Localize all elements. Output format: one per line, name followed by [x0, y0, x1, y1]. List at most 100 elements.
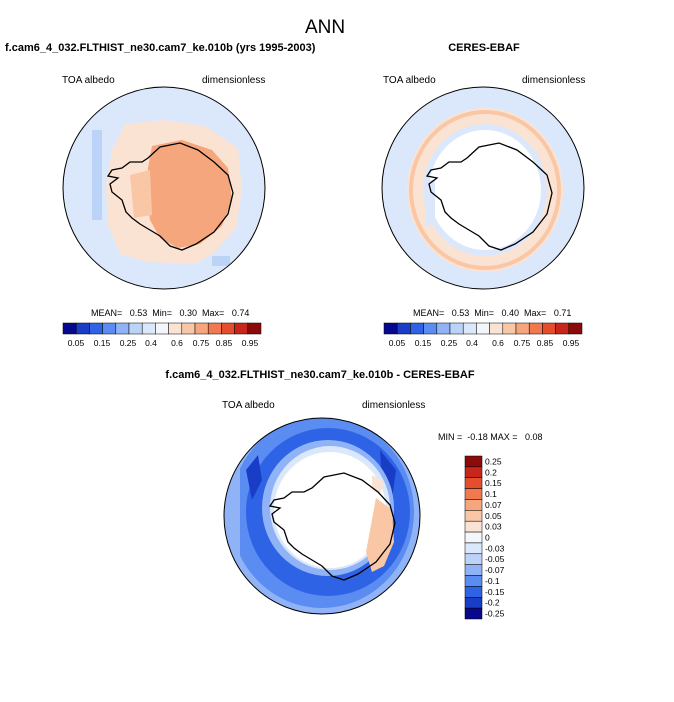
colorbar-swatch — [128, 322, 143, 335]
colorbar-swatch — [476, 322, 490, 335]
colorbar-label: 0.6 — [492, 338, 504, 348]
colorbar-swatch — [75, 322, 90, 335]
colorbar-swatch — [396, 322, 411, 335]
colorbar-swatch — [464, 466, 483, 478]
colorbar-swatch — [155, 322, 169, 335]
colorbar-labels: 0.05 0.15 0.25 0.4 0.6 0.75 0.85 0.95 — [389, 338, 580, 348]
colorbar-swatch — [234, 322, 249, 335]
colorbar-swatch — [464, 510, 483, 522]
colorbar-label: 0.05 — [485, 511, 502, 521]
map-diff — [223, 417, 421, 615]
colorbar-swatches — [464, 455, 483, 620]
colorbar-swatch — [115, 322, 130, 335]
colorbar-swatch — [462, 322, 477, 335]
colorbar-label: 0.15 — [94, 338, 111, 348]
colorbar-swatches — [383, 322, 583, 335]
colorbar-swatch — [102, 322, 117, 335]
colorbar-labels: 0.05 0.15 0.25 0.4 0.6 0.75 0.85 0.95 — [68, 338, 259, 348]
panel-stats: MEAN= 0.53 Min= 0.30 Max= 0.74 — [91, 308, 249, 318]
colorbar-swatch — [194, 322, 209, 335]
colorbar-swatch — [464, 597, 483, 609]
colorbar-swatch — [502, 322, 517, 335]
colorbar-label: -0.2 — [485, 598, 500, 608]
panel-left-label: TOA albedo — [62, 75, 115, 86]
colorbar-label: 0.4 — [466, 338, 478, 348]
colorbar-swatch — [181, 322, 196, 335]
colorbar-swatch — [89, 322, 103, 335]
antarctica-coastline — [268, 472, 396, 581]
colorbar-swatch — [410, 322, 424, 335]
colorbar-swatch — [464, 531, 483, 544]
colorbar-label: 0.2 — [485, 467, 497, 477]
colorbar-swatch — [542, 322, 556, 335]
colorbar-label: 0.15 — [415, 338, 432, 348]
panel-title: f.cam6_4_032.FLTHIST_ne30.cam7_ke.010b -… — [165, 369, 474, 381]
colorbar-swatch — [464, 455, 483, 468]
panel-left-label: TOA albedo — [383, 75, 436, 86]
panel-left-label: TOA albedo — [222, 400, 275, 411]
colorbar-swatch — [221, 322, 235, 335]
colorbar-swatch — [464, 488, 483, 500]
colorbar-swatch — [383, 322, 398, 335]
colorbar-label: -0.1 — [485, 576, 500, 586]
panel-title: f.cam6_4_032.FLTHIST_ne30.cam7_ke.010b (… — [5, 42, 316, 54]
colorbar-swatch — [464, 542, 483, 555]
colorbar-label: 0 — [485, 533, 490, 543]
colorbar-label: 0.4 — [145, 338, 157, 348]
colorbar-swatch — [141, 322, 156, 335]
antarctica-coastline — [425, 142, 553, 251]
colorbar-swatch — [515, 322, 530, 335]
colorbar-label: 0.6 — [171, 338, 183, 348]
colorbar-label: -0.07 — [485, 565, 505, 575]
panel-obs: CERES-EBAF TOA albedo dimensionless MEAN… — [381, 42, 585, 348]
colorbar-swatch — [568, 322, 583, 335]
colorbar-label: 0.15 — [485, 478, 502, 488]
colorbar-swatch — [207, 322, 222, 335]
colorbar-swatch — [464, 477, 483, 489]
colorbar-swatch — [62, 322, 77, 335]
panel-model: f.cam6_4_032.FLTHIST_ne30.cam7_ke.010b (… — [5, 42, 316, 348]
colorbar-label: 0.25 — [485, 456, 502, 466]
panel-units: dimensionless — [202, 75, 265, 86]
colorbar-label: 0.05 — [68, 338, 85, 348]
colorbar-label: 0.85 — [216, 338, 233, 348]
panel-title: CERES-EBAF — [448, 42, 520, 54]
colorbar-label: 0.75 — [193, 338, 210, 348]
colorbar-swatch — [464, 607, 483, 620]
colorbar-label: 0.1 — [485, 489, 497, 499]
colorbar-label: -0.05 — [485, 554, 505, 564]
colorbar-swatch — [555, 322, 570, 335]
colorbar-swatch — [464, 564, 483, 576]
map-model — [62, 86, 266, 290]
panel-stats: MIN = -0.18 MAX = 0.08 — [438, 432, 543, 442]
colorbar-label: 0.07 — [485, 500, 502, 510]
figure-title: ANN — [305, 17, 345, 38]
colorbar-label: 0.75 — [514, 338, 531, 348]
colorbar-swatch — [464, 553, 483, 565]
colorbar-swatch — [464, 499, 483, 511]
colorbar-swatch — [464, 520, 483, 533]
colorbar-label: 0.25 — [120, 338, 137, 348]
colorbar-label: 0.95 — [242, 338, 259, 348]
colorbar-abs-2: 0.05 0.15 0.25 0.4 0.6 0.75 0.85 0.95 — [383, 322, 583, 348]
colorbar-label: 0.85 — [537, 338, 554, 348]
colorbar-swatch — [436, 322, 451, 335]
colorbar-swatch — [247, 322, 262, 335]
colorbar-swatch — [423, 322, 438, 335]
colorbar-label: 0.03 — [485, 522, 502, 532]
colorbar-swatch — [464, 586, 483, 598]
colorbar-label: -0.15 — [485, 587, 505, 597]
colorbar-label: 0.25 — [441, 338, 458, 348]
colorbar-label: 0.05 — [389, 338, 406, 348]
panel-stats: MEAN= 0.53 Min= 0.40 Max= 0.71 — [413, 308, 571, 318]
panel-diff: f.cam6_4_032.FLTHIST_ne30.cam7_ke.010b -… — [165, 369, 543, 620]
colorbar-swatch — [528, 322, 543, 335]
colorbar-swatch — [464, 575, 483, 587]
colorbar-diff: 0.250.20.150.10.070.050.030-0.03-0.05-0.… — [464, 455, 505, 620]
colorbar-label: 0.95 — [563, 338, 580, 348]
panel-units: dimensionless — [522, 75, 585, 86]
panel-units: dimensionless — [362, 400, 425, 411]
colorbar-swatch — [489, 322, 504, 335]
colorbar-swatches — [62, 322, 262, 335]
